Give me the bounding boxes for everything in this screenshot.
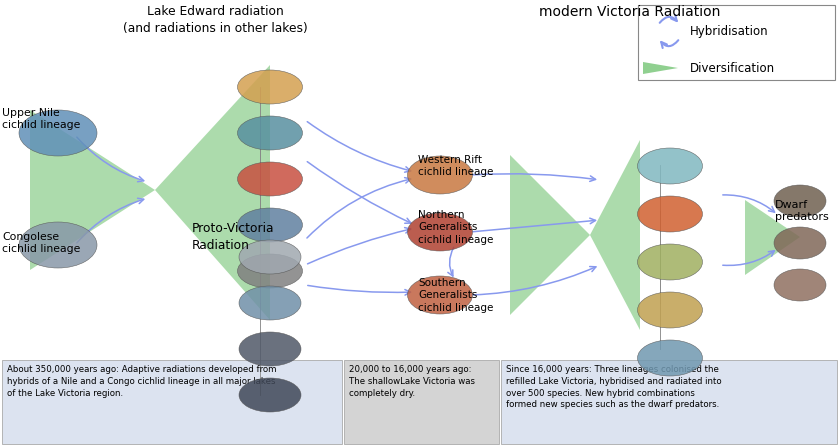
Ellipse shape <box>239 332 301 366</box>
Ellipse shape <box>407 156 472 194</box>
Ellipse shape <box>238 162 302 196</box>
Ellipse shape <box>239 378 301 412</box>
Ellipse shape <box>638 292 702 328</box>
Ellipse shape <box>638 340 702 376</box>
Polygon shape <box>590 140 640 330</box>
Ellipse shape <box>774 269 826 301</box>
Text: Lake Edward radiation
(and radiations in other lakes): Lake Edward radiation (and radiations in… <box>123 5 307 35</box>
Text: About 350,000 years ago: Adaptive radiations developed from
hybrids of a Nile an: About 350,000 years ago: Adaptive radiat… <box>7 365 276 397</box>
Polygon shape <box>155 65 270 320</box>
Polygon shape <box>643 62 678 74</box>
Text: Hybridisation: Hybridisation <box>690 25 769 38</box>
Text: Diversification: Diversification <box>690 62 775 75</box>
Text: 20,000 to 16,000 years ago:
The shallowLake Victoria was
completely dry.: 20,000 to 16,000 years ago: The shallowL… <box>349 365 475 397</box>
Text: Western Rift
cichlid lineage: Western Rift cichlid lineage <box>418 155 493 177</box>
Ellipse shape <box>238 208 302 242</box>
Ellipse shape <box>407 276 472 314</box>
Polygon shape <box>30 110 155 270</box>
Text: Upper Nile
cichlid lineage: Upper Nile cichlid lineage <box>2 108 81 130</box>
Ellipse shape <box>19 110 97 156</box>
Text: Northern
Generalists
cichlid lineage: Northern Generalists cichlid lineage <box>418 210 493 245</box>
Text: Dwarf
predators: Dwarf predators <box>775 200 829 222</box>
Ellipse shape <box>238 116 302 150</box>
FancyBboxPatch shape <box>638 5 835 80</box>
Polygon shape <box>510 155 590 315</box>
Ellipse shape <box>407 213 472 251</box>
Ellipse shape <box>638 244 702 280</box>
Polygon shape <box>745 200 800 275</box>
Ellipse shape <box>638 196 702 232</box>
Text: Congolese
cichlid lineage: Congolese cichlid lineage <box>2 232 81 253</box>
Ellipse shape <box>638 148 702 184</box>
FancyBboxPatch shape <box>2 360 342 444</box>
FancyBboxPatch shape <box>344 360 499 444</box>
Ellipse shape <box>238 70 302 104</box>
Ellipse shape <box>239 240 301 274</box>
Ellipse shape <box>238 254 302 288</box>
Ellipse shape <box>19 222 97 268</box>
Ellipse shape <box>774 185 826 217</box>
Text: Southern
Generalists
cichlid lineage: Southern Generalists cichlid lineage <box>418 278 493 313</box>
Text: Since 16,000 years: Three lineages colonised the
refilled Lake Victoria, hybridi: Since 16,000 years: Three lineages colon… <box>506 365 722 409</box>
Text: Proto-Victoria
Radiation: Proto-Victoria Radiation <box>192 222 275 252</box>
Text: modern Victoria Radiation: modern Victoria Radiation <box>539 5 721 19</box>
Ellipse shape <box>774 227 826 259</box>
Ellipse shape <box>239 286 301 320</box>
FancyBboxPatch shape <box>501 360 837 444</box>
